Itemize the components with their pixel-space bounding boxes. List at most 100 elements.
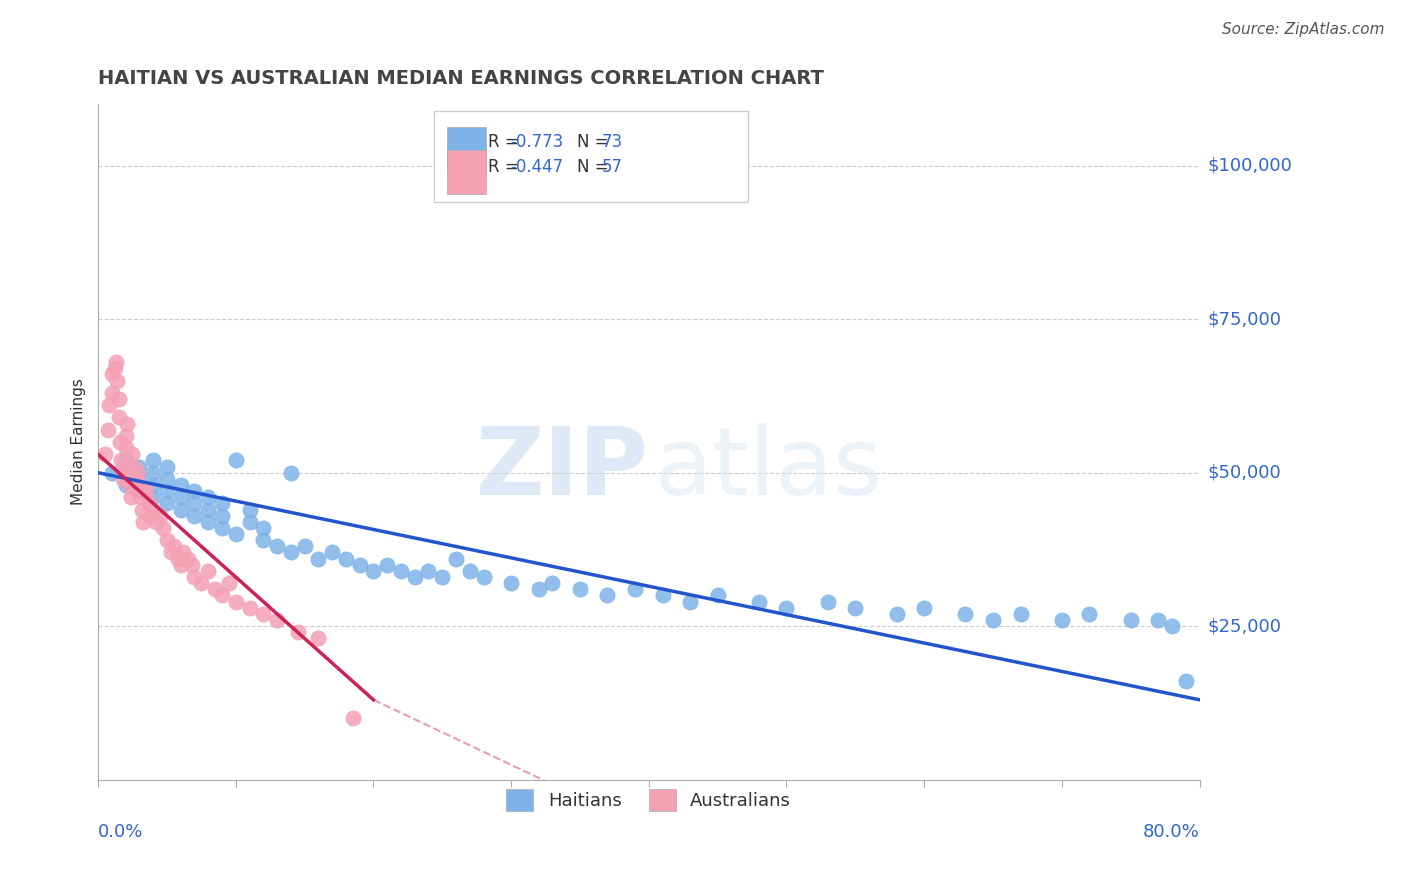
Point <box>98 398 121 412</box>
Point <box>266 539 288 553</box>
Point <box>197 490 219 504</box>
Point <box>172 545 194 559</box>
Text: ZIP: ZIP <box>475 423 648 515</box>
Point <box>197 515 219 529</box>
Point <box>197 564 219 578</box>
Point <box>114 441 136 455</box>
Point <box>596 589 619 603</box>
Point <box>107 392 129 406</box>
Point <box>132 515 155 529</box>
Point <box>190 576 212 591</box>
Point <box>280 466 302 480</box>
Point <box>97 423 120 437</box>
Point <box>120 490 142 504</box>
Point <box>432 570 454 584</box>
Point <box>287 625 309 640</box>
Point <box>176 551 198 566</box>
Point <box>108 434 131 449</box>
Point <box>118 478 141 492</box>
Point <box>211 589 233 603</box>
Point <box>748 594 770 608</box>
Point <box>101 385 124 400</box>
Point <box>1078 607 1101 621</box>
Point <box>541 576 564 591</box>
Point <box>114 429 136 443</box>
Text: N =: N = <box>578 133 614 151</box>
Point <box>169 490 191 504</box>
Text: -0.447: -0.447 <box>510 159 564 177</box>
Text: R =: R = <box>488 133 524 151</box>
Point <box>121 447 143 461</box>
Point <box>125 484 148 499</box>
Point <box>117 466 139 480</box>
Point <box>128 459 150 474</box>
Point <box>156 533 179 548</box>
Point <box>252 533 274 548</box>
Point <box>160 545 183 559</box>
Point <box>183 570 205 584</box>
Point <box>404 570 426 584</box>
Point <box>129 490 152 504</box>
Point <box>238 515 260 529</box>
Point <box>1147 613 1170 627</box>
Point <box>624 582 647 597</box>
Point <box>128 472 150 486</box>
Point <box>225 527 247 541</box>
Text: $75,000: $75,000 <box>1208 310 1282 328</box>
Point <box>142 490 165 504</box>
Point <box>139 508 162 523</box>
Point <box>124 472 146 486</box>
Point <box>183 496 205 510</box>
Point <box>218 576 240 591</box>
Point <box>211 521 233 535</box>
Point <box>128 478 150 492</box>
Point <box>131 502 153 516</box>
Point <box>110 453 132 467</box>
Point <box>955 607 977 621</box>
Point <box>349 558 371 572</box>
Legend: Haitians, Australians: Haitians, Australians <box>499 781 799 818</box>
Point <box>135 484 157 499</box>
Point <box>105 374 128 388</box>
Text: $25,000: $25,000 <box>1208 617 1282 635</box>
Point <box>844 600 866 615</box>
Point <box>1050 613 1073 627</box>
Text: Source: ZipAtlas.com: Source: ZipAtlas.com <box>1222 22 1385 37</box>
Point <box>912 600 935 615</box>
Point <box>122 459 145 474</box>
Point <box>127 466 149 480</box>
Point <box>115 417 138 431</box>
Point <box>501 576 523 591</box>
Point <box>156 496 179 510</box>
Point <box>335 551 357 566</box>
Point <box>252 521 274 535</box>
Point <box>342 711 364 725</box>
Point <box>1010 607 1032 621</box>
Point <box>307 551 329 566</box>
Point <box>775 600 797 615</box>
Point <box>211 508 233 523</box>
Point <box>238 502 260 516</box>
Point <box>568 582 591 597</box>
Point <box>211 496 233 510</box>
Point <box>280 545 302 559</box>
Point <box>307 632 329 646</box>
Point <box>103 361 125 376</box>
Point <box>1161 619 1184 633</box>
Point <box>817 594 839 608</box>
Point <box>363 564 385 578</box>
Point <box>252 607 274 621</box>
Point <box>886 607 908 621</box>
Point <box>167 551 190 566</box>
Point <box>1119 613 1142 627</box>
Point <box>149 508 172 523</box>
Point <box>142 502 165 516</box>
Point <box>981 613 1004 627</box>
Point <box>128 484 150 499</box>
Text: atlas: atlas <box>654 423 883 515</box>
Point <box>112 459 135 474</box>
Point <box>418 564 440 578</box>
Point <box>266 613 288 627</box>
Text: R =: R = <box>488 159 524 177</box>
Point <box>169 478 191 492</box>
